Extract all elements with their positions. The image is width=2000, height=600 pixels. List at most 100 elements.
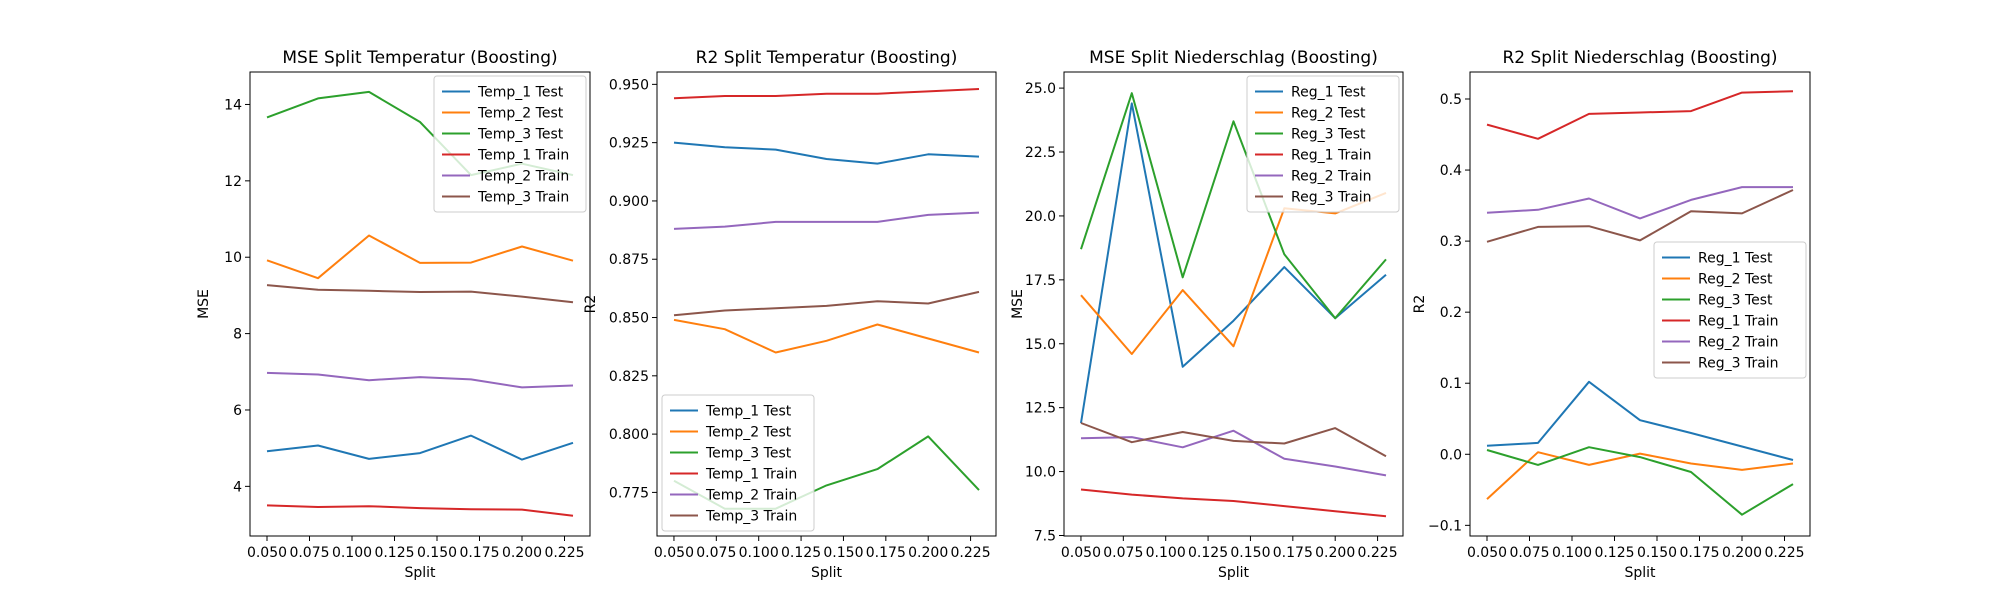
chart-title: MSE Split Temperatur (Boosting) xyxy=(282,48,557,68)
legend-entry: Temp_2 Test xyxy=(705,425,792,441)
y-tick-label: 0.1 xyxy=(1440,376,1462,392)
y-tick-label: 10.0 xyxy=(1025,465,1056,481)
x-tick-label: 0.100 xyxy=(332,545,372,561)
series-line-4 xyxy=(266,504,574,517)
legend: Temp_1 Test Temp_2 Test Temp_3 Test Temp_1 … xyxy=(433,75,587,213)
legend-entry: Reg_2 Test xyxy=(1291,106,1366,122)
y-axis-label: MSE xyxy=(1010,289,1026,319)
legend-entry: Reg_2 Test xyxy=(1698,272,1773,288)
x-tick-label: 0.225 xyxy=(951,545,991,561)
chart-title: R2 Split Niederschlag (Boosting) xyxy=(1502,48,1777,68)
y-tick-label: 12 xyxy=(224,174,242,190)
y-tick-label: 0.5 xyxy=(1440,92,1462,108)
x-tick-label: 0.150 xyxy=(1230,545,1270,561)
x-tick-label: 0.200 xyxy=(908,545,948,561)
series-line-4 xyxy=(1486,90,1794,140)
legend: Reg_1 Test Reg_2 Test Reg_3 Test Reg_1 Trai… xyxy=(1246,75,1400,213)
legend-entry: Reg_1 Test xyxy=(1698,251,1773,267)
legend: Reg_1 Test Reg_2 Test Reg_3 Test Reg_1 Trai… xyxy=(1653,241,1807,379)
x-tick-label: 0.050 xyxy=(247,545,287,561)
chart-panel-3: MSE Split Niederschlag (Boosting)0.050 0.… xyxy=(1010,48,1404,581)
legend-entry: Reg_3 Train xyxy=(1291,190,1372,206)
series-line-6 xyxy=(1080,422,1387,458)
x-tick-label: 0.225 xyxy=(1764,545,1804,561)
x-tick-label: 0.050 xyxy=(1061,545,1101,561)
y-tick-label: 25.0 xyxy=(1025,81,1056,97)
y-tick-label: 0.0 xyxy=(1440,447,1462,463)
legend-entry: Reg_3 Train xyxy=(1698,356,1779,372)
legend-entry: Temp_3 Test xyxy=(705,446,792,462)
x-tick-label: 0.050 xyxy=(654,545,694,561)
series-line-5 xyxy=(1080,429,1387,477)
chart-panel-1: MSE Split Temperatur (Boosting) 0.050 0.07… xyxy=(196,48,591,581)
y-tick-label: 0.2 xyxy=(1440,305,1462,321)
legend-entry: Temp_1 Test xyxy=(705,404,792,420)
y-tick-label: 0.4 xyxy=(1440,163,1462,179)
y-tick-label: 6 xyxy=(233,403,242,419)
x-tick-label: 0.175 xyxy=(459,545,499,561)
legend-entry: Temp_1 Train xyxy=(477,148,569,164)
y-tick-label: 0.925 xyxy=(609,136,649,152)
legend: Temp_1 Test Temp_2 Test Temp_3 Test Temp_1 … xyxy=(661,394,815,532)
series-line-4 xyxy=(1080,488,1387,518)
y-tick-label: 0.775 xyxy=(609,485,649,501)
plot-frame xyxy=(1063,71,1404,537)
legend-box xyxy=(1653,241,1807,379)
series-line-5 xyxy=(266,371,574,389)
y-tick-label: 4 xyxy=(233,479,242,495)
y-tick-label: 8 xyxy=(233,327,242,343)
series-line-4 xyxy=(673,88,980,100)
x-tick-label: 0.125 xyxy=(781,545,821,561)
legend-box xyxy=(661,394,815,532)
legend-entry: Reg_1 Test xyxy=(1291,85,1366,101)
series-line-6 xyxy=(1486,189,1794,243)
y-tick-label: 0.3 xyxy=(1440,234,1462,250)
legend-entry: Temp_1 Train xyxy=(705,467,797,483)
legend-entry: Reg_1 Train xyxy=(1698,314,1779,330)
x-tick-label: 0.100 xyxy=(739,545,779,561)
x-tick-label: 0.150 xyxy=(1637,545,1677,561)
x-tick-label: 0.100 xyxy=(1552,545,1592,561)
x-axis-label: Split xyxy=(404,565,436,581)
x-axis-label: Split xyxy=(1624,565,1656,581)
legend-entry: Temp_3 Train xyxy=(705,509,797,525)
y-tick-label: 14 xyxy=(224,97,242,113)
y-tick-label: 0.900 xyxy=(609,194,649,210)
x-tick-label: 0.175 xyxy=(866,545,906,561)
y-axis-label: R2 xyxy=(1412,295,1428,314)
y-tick-label: 0.875 xyxy=(609,252,649,268)
series-line-1 xyxy=(266,434,574,461)
x-axis-label: Split xyxy=(811,565,843,581)
series-line-6 xyxy=(673,290,980,317)
legend-entry: Reg_1 Train xyxy=(1291,148,1372,164)
y-tick-label: 0.850 xyxy=(609,311,649,327)
legend-entry: Temp_2 Test xyxy=(477,106,564,122)
chart-panel-4: R2 Split Niederschlag (Boosting)0.050 0.0… xyxy=(1412,48,1811,581)
x-tick-label: 0.175 xyxy=(1679,545,1719,561)
legend-entry: Reg_2 Train xyxy=(1698,335,1779,351)
series-line-5 xyxy=(673,211,980,230)
series-line-1 xyxy=(1486,380,1794,461)
y-tick-label: 15.0 xyxy=(1025,337,1056,353)
y-tick-label: 12.5 xyxy=(1025,401,1056,417)
series-line-2 xyxy=(1080,191,1387,355)
y-axis-label: MSE xyxy=(196,289,212,319)
x-tick-label: 0.200 xyxy=(502,545,542,561)
legend-box xyxy=(433,75,587,213)
plot-frame xyxy=(249,71,591,537)
x-axis-label: Split xyxy=(1218,565,1250,581)
y-tick-label: 10 xyxy=(224,250,242,266)
chart-title: R2 Split Temperatur (Boosting) xyxy=(696,48,958,68)
plot-frame xyxy=(656,71,997,537)
y-tick-label: −0.1 xyxy=(1428,518,1462,534)
x-tick-label: 0.075 xyxy=(1103,545,1143,561)
chart-title: MSE Split Niederschlag (Boosting) xyxy=(1089,48,1378,68)
x-tick-label: 0.175 xyxy=(1273,545,1313,561)
y-tick-label: 22.5 xyxy=(1025,145,1056,161)
series-line-2 xyxy=(1486,451,1794,500)
x-tick-label: 0.075 xyxy=(289,545,329,561)
legend-entry: Temp_2 Train xyxy=(705,488,797,504)
x-tick-label: 0.075 xyxy=(1509,545,1549,561)
x-tick-label: 0.100 xyxy=(1146,545,1186,561)
